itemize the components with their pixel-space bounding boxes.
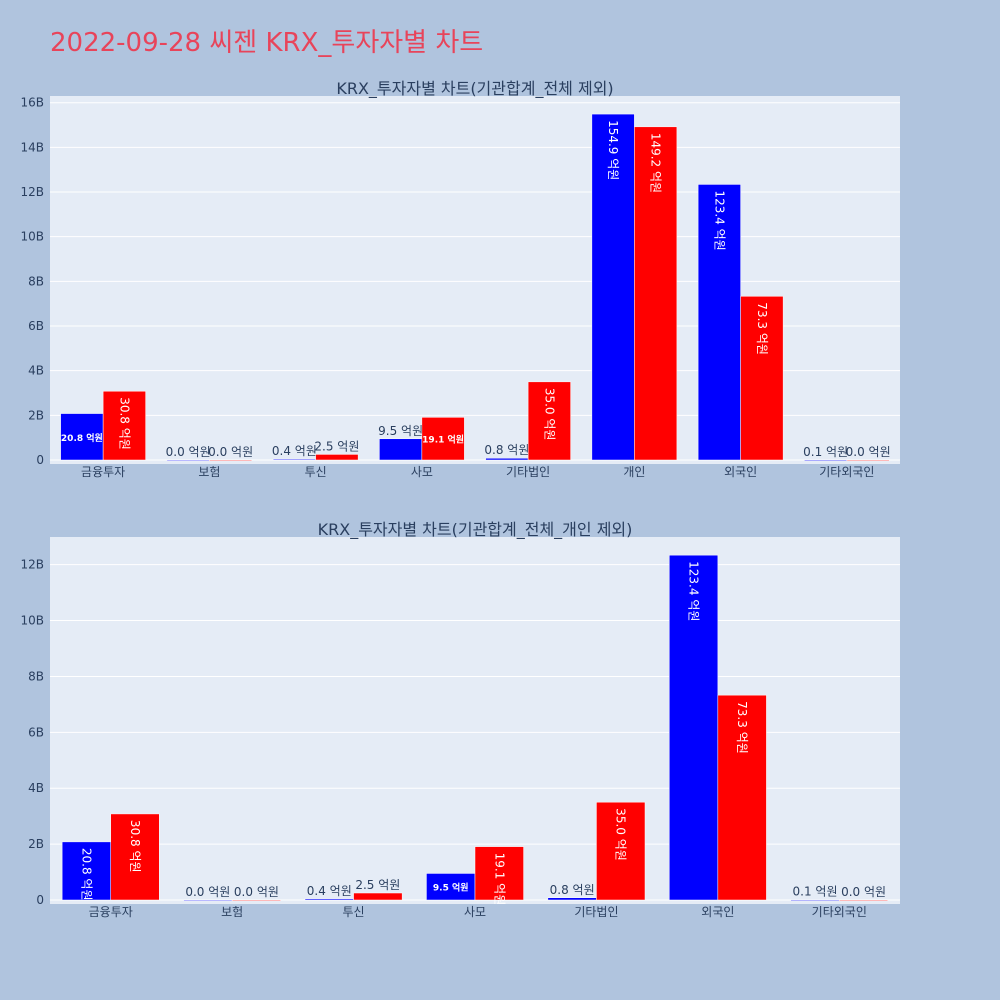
x-tick-label: 금융투자 xyxy=(81,465,125,479)
x-tick-label: 사모 xyxy=(411,465,433,479)
bar-sell xyxy=(547,897,597,901)
bar-sell xyxy=(60,413,104,461)
data-label: 9.5 억원 xyxy=(378,424,423,438)
data-label: 0.0 억원 xyxy=(234,885,279,899)
y-tick-label: 4B xyxy=(28,781,44,795)
bar-buy xyxy=(527,381,571,461)
y-tick-label: 4B xyxy=(28,364,44,378)
bar-buy xyxy=(231,899,281,902)
y-tick-label: 14B xyxy=(20,140,44,154)
x-tick-label: 보험 xyxy=(198,465,220,479)
y-tick-label: 0 xyxy=(36,893,44,907)
bar-buy xyxy=(102,390,146,461)
x-tick-label: 기타외국인 xyxy=(812,905,867,919)
bar-buy xyxy=(353,892,403,901)
x-tick-label: 사모 xyxy=(464,905,486,919)
data-label: 0.1 억원 xyxy=(803,445,848,459)
data-label: 19.1 억원 xyxy=(422,434,464,446)
bar-buy xyxy=(717,694,767,901)
data-label: 30.8 억원 xyxy=(128,820,142,873)
y-tick-label: 2B xyxy=(28,408,44,422)
data-label: 2.5 억원 xyxy=(355,878,400,892)
data-label: 123.4 억원 xyxy=(712,190,726,250)
data-label: 0.0 억원 xyxy=(208,445,253,459)
y-tick-label: 12B xyxy=(20,185,44,199)
y-tick-label: 6B xyxy=(28,725,44,739)
bar-sell xyxy=(166,459,210,462)
bar-buy xyxy=(110,813,160,901)
chart-top: 0 2B 4B 6B 8B 10B 12B 14B 16B KRX_투자자별 차트(기관합계_전체… xyxy=(20,79,900,479)
data-label: 35.0 억원 xyxy=(614,808,628,861)
bar-buy xyxy=(315,454,359,461)
bar-sell xyxy=(304,898,354,901)
x-tick-label: 투신 xyxy=(305,465,327,479)
data-label: 0.0 억원 xyxy=(841,885,886,899)
data-label: 149.2 억원 xyxy=(649,133,663,193)
data-label: 0.8 억원 xyxy=(484,443,529,457)
data-label: 154.9 억원 xyxy=(606,120,620,180)
x-tick-label: 외국인 xyxy=(724,465,757,479)
bar-sell xyxy=(485,457,529,461)
bar-sell xyxy=(591,113,635,461)
data-label: 73.3 억원 xyxy=(735,701,749,754)
bar-buy xyxy=(634,126,678,461)
x-tick-label: 보험 xyxy=(221,905,243,919)
bar-buy xyxy=(474,846,524,901)
x-tick-label: 외국인 xyxy=(701,905,734,919)
data-label: 123.4 억원 xyxy=(687,561,701,621)
data-label: 20.8 억원 xyxy=(61,432,103,444)
bar-sell xyxy=(426,873,476,901)
data-label: 35.0 억원 xyxy=(542,388,556,441)
x-tick-label: 기타법인 xyxy=(506,465,550,479)
data-label: 0.1 억원 xyxy=(793,885,838,899)
data-label: 20.8 억원 xyxy=(79,848,93,901)
bar-sell xyxy=(183,899,233,902)
bar-buy xyxy=(421,417,465,461)
data-label: 0.0 억원 xyxy=(185,885,230,899)
bar-buy xyxy=(596,801,646,901)
y-tick-label: 10B xyxy=(20,614,44,628)
y-tick-label: 16B xyxy=(20,96,44,110)
bar-buy xyxy=(839,899,889,902)
x-tick-label: 투신 xyxy=(343,905,365,919)
x-tick-label: 개인 xyxy=(623,465,645,479)
bar-sell xyxy=(697,184,741,461)
data-label: 0.4 억원 xyxy=(272,444,317,458)
bar-sell xyxy=(790,899,840,901)
bar-sell xyxy=(379,438,423,461)
data-label: 30.8 억원 xyxy=(117,397,131,450)
bar-buy xyxy=(740,296,784,461)
y-tick-label: 0 xyxy=(36,453,44,467)
chart-title: KRX_투자자별 차트(기관합계_전체 제외) xyxy=(336,79,613,99)
chart-title: KRX_투자자별 차트(기관합계_전체_개인 제외) xyxy=(318,520,633,540)
page-title: 2022-09-28 씨젠 KRX_투자자별 차트 xyxy=(50,28,484,58)
x-tick-label: 금융투자 xyxy=(89,905,133,919)
bar-sell xyxy=(669,554,719,901)
data-label: 2.5 억원 xyxy=(314,439,359,453)
bar-sell xyxy=(804,459,848,461)
y-tick-label: 2B xyxy=(28,837,44,851)
x-tick-label: 기타법인 xyxy=(574,905,618,919)
bar-buy xyxy=(209,459,253,462)
y-tick-label: 8B xyxy=(28,274,44,288)
data-label: 73.3 억원 xyxy=(755,302,769,355)
data-label: 19.1 억원 xyxy=(492,853,506,906)
data-label: 0.8 억원 xyxy=(550,883,595,897)
data-label: 0.4 억원 xyxy=(307,884,352,898)
bar-buy xyxy=(846,459,890,462)
y-tick-label: 12B xyxy=(20,558,44,572)
data-label: 9.5 억원 xyxy=(433,882,469,894)
bar-sell xyxy=(272,458,316,461)
data-label: 0.0 억원 xyxy=(166,445,211,459)
y-tick-label: 10B xyxy=(20,230,44,244)
chart-bottom: 0 2B 4B 6B 8B 10B 12B KRX_투자자별 차트(기관합계_전체_개인 제외… xyxy=(20,520,900,919)
bar-sell xyxy=(61,841,111,901)
y-tick-label: 6B xyxy=(28,319,44,333)
x-tick-label: 기타외국인 xyxy=(819,465,874,479)
y-tick-label: 8B xyxy=(28,669,44,683)
data-label: 0.0 억원 xyxy=(846,445,891,459)
